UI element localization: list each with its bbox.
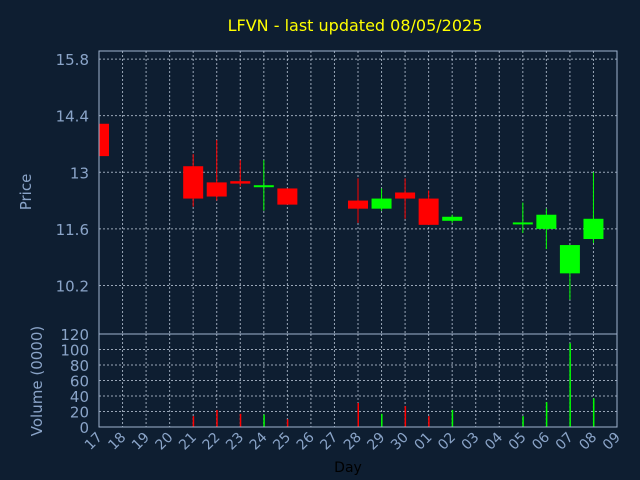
candle-body xyxy=(277,188,298,205)
volume-tick-label: 100 xyxy=(60,342,89,360)
volume-panel-frame xyxy=(98,333,618,428)
price-tick-label: 10.2 xyxy=(56,277,89,295)
price-tick-label: 11.6 xyxy=(56,221,89,239)
volume-bar xyxy=(381,413,383,427)
volume-bar xyxy=(404,406,407,427)
candle-body xyxy=(371,198,392,209)
volume-bar xyxy=(216,409,218,427)
candle-body xyxy=(183,166,204,199)
volume-bar xyxy=(192,416,195,427)
volume-bar xyxy=(569,343,571,427)
candle-body xyxy=(348,200,368,209)
price-candles xyxy=(98,123,604,300)
volume-tick-label: 0 xyxy=(79,419,89,437)
price-tick-label: 15.8 xyxy=(56,51,89,69)
chart-title: LFVN - last updated 08/05/2025 xyxy=(228,16,483,35)
price-tick-label: 14.4 xyxy=(56,108,89,126)
volume-tick-label: 60 xyxy=(70,373,89,391)
volume-bars xyxy=(192,343,595,427)
volume-bar xyxy=(239,413,242,427)
volume-tick-label: 120 xyxy=(60,326,89,344)
volume-bar xyxy=(286,419,289,427)
candle-body xyxy=(536,214,557,229)
volume-tick-label: 20 xyxy=(70,404,89,422)
price-axis-label: Price xyxy=(17,174,35,211)
candle-body xyxy=(395,192,416,199)
volume-axis-label: Volume (0000) xyxy=(28,326,46,436)
candle-body xyxy=(253,185,274,188)
volume-tick-label: 80 xyxy=(70,357,89,375)
candle-body xyxy=(559,245,580,274)
volume-bar xyxy=(357,402,359,427)
candle-body xyxy=(583,218,604,239)
candle-body xyxy=(230,181,251,184)
volume-bar xyxy=(451,409,454,427)
price-tick-label: 13 xyxy=(70,164,89,182)
volume-bar xyxy=(428,416,430,427)
candle-body xyxy=(99,123,109,157)
candle-body xyxy=(206,182,227,197)
candle-body xyxy=(512,222,533,225)
x-axis-label: Day xyxy=(334,460,362,476)
volume-bar xyxy=(545,402,548,427)
volume-tick-label: 40 xyxy=(70,388,89,406)
candle-body xyxy=(418,198,439,225)
volume-bar xyxy=(592,398,595,427)
volume-bar xyxy=(522,416,524,427)
volume-bar xyxy=(263,414,265,427)
candle-body xyxy=(442,216,463,221)
